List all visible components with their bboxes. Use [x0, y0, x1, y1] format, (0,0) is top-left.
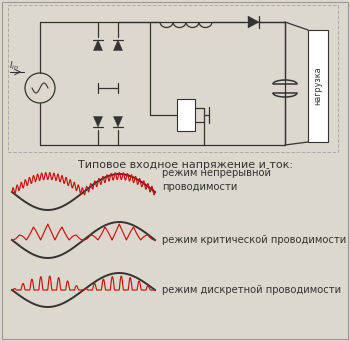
Text: режим дискретной проводимости: режим дискретной проводимости — [162, 285, 341, 295]
Text: нагрузка: нагрузка — [314, 67, 322, 105]
Polygon shape — [248, 16, 259, 28]
Text: Типовое входное напряжение и ток:: Типовое входное напряжение и ток: — [77, 160, 293, 170]
Polygon shape — [93, 117, 103, 127]
Text: $I_{in}$: $I_{in}$ — [9, 59, 19, 72]
Polygon shape — [308, 30, 328, 142]
Polygon shape — [177, 99, 195, 131]
Text: режим непрерывной
проводимости: режим непрерывной проводимости — [162, 168, 271, 192]
Polygon shape — [113, 40, 122, 50]
Polygon shape — [93, 40, 103, 50]
Polygon shape — [113, 117, 122, 127]
Text: режим критической проводимости: режим критической проводимости — [162, 235, 346, 245]
